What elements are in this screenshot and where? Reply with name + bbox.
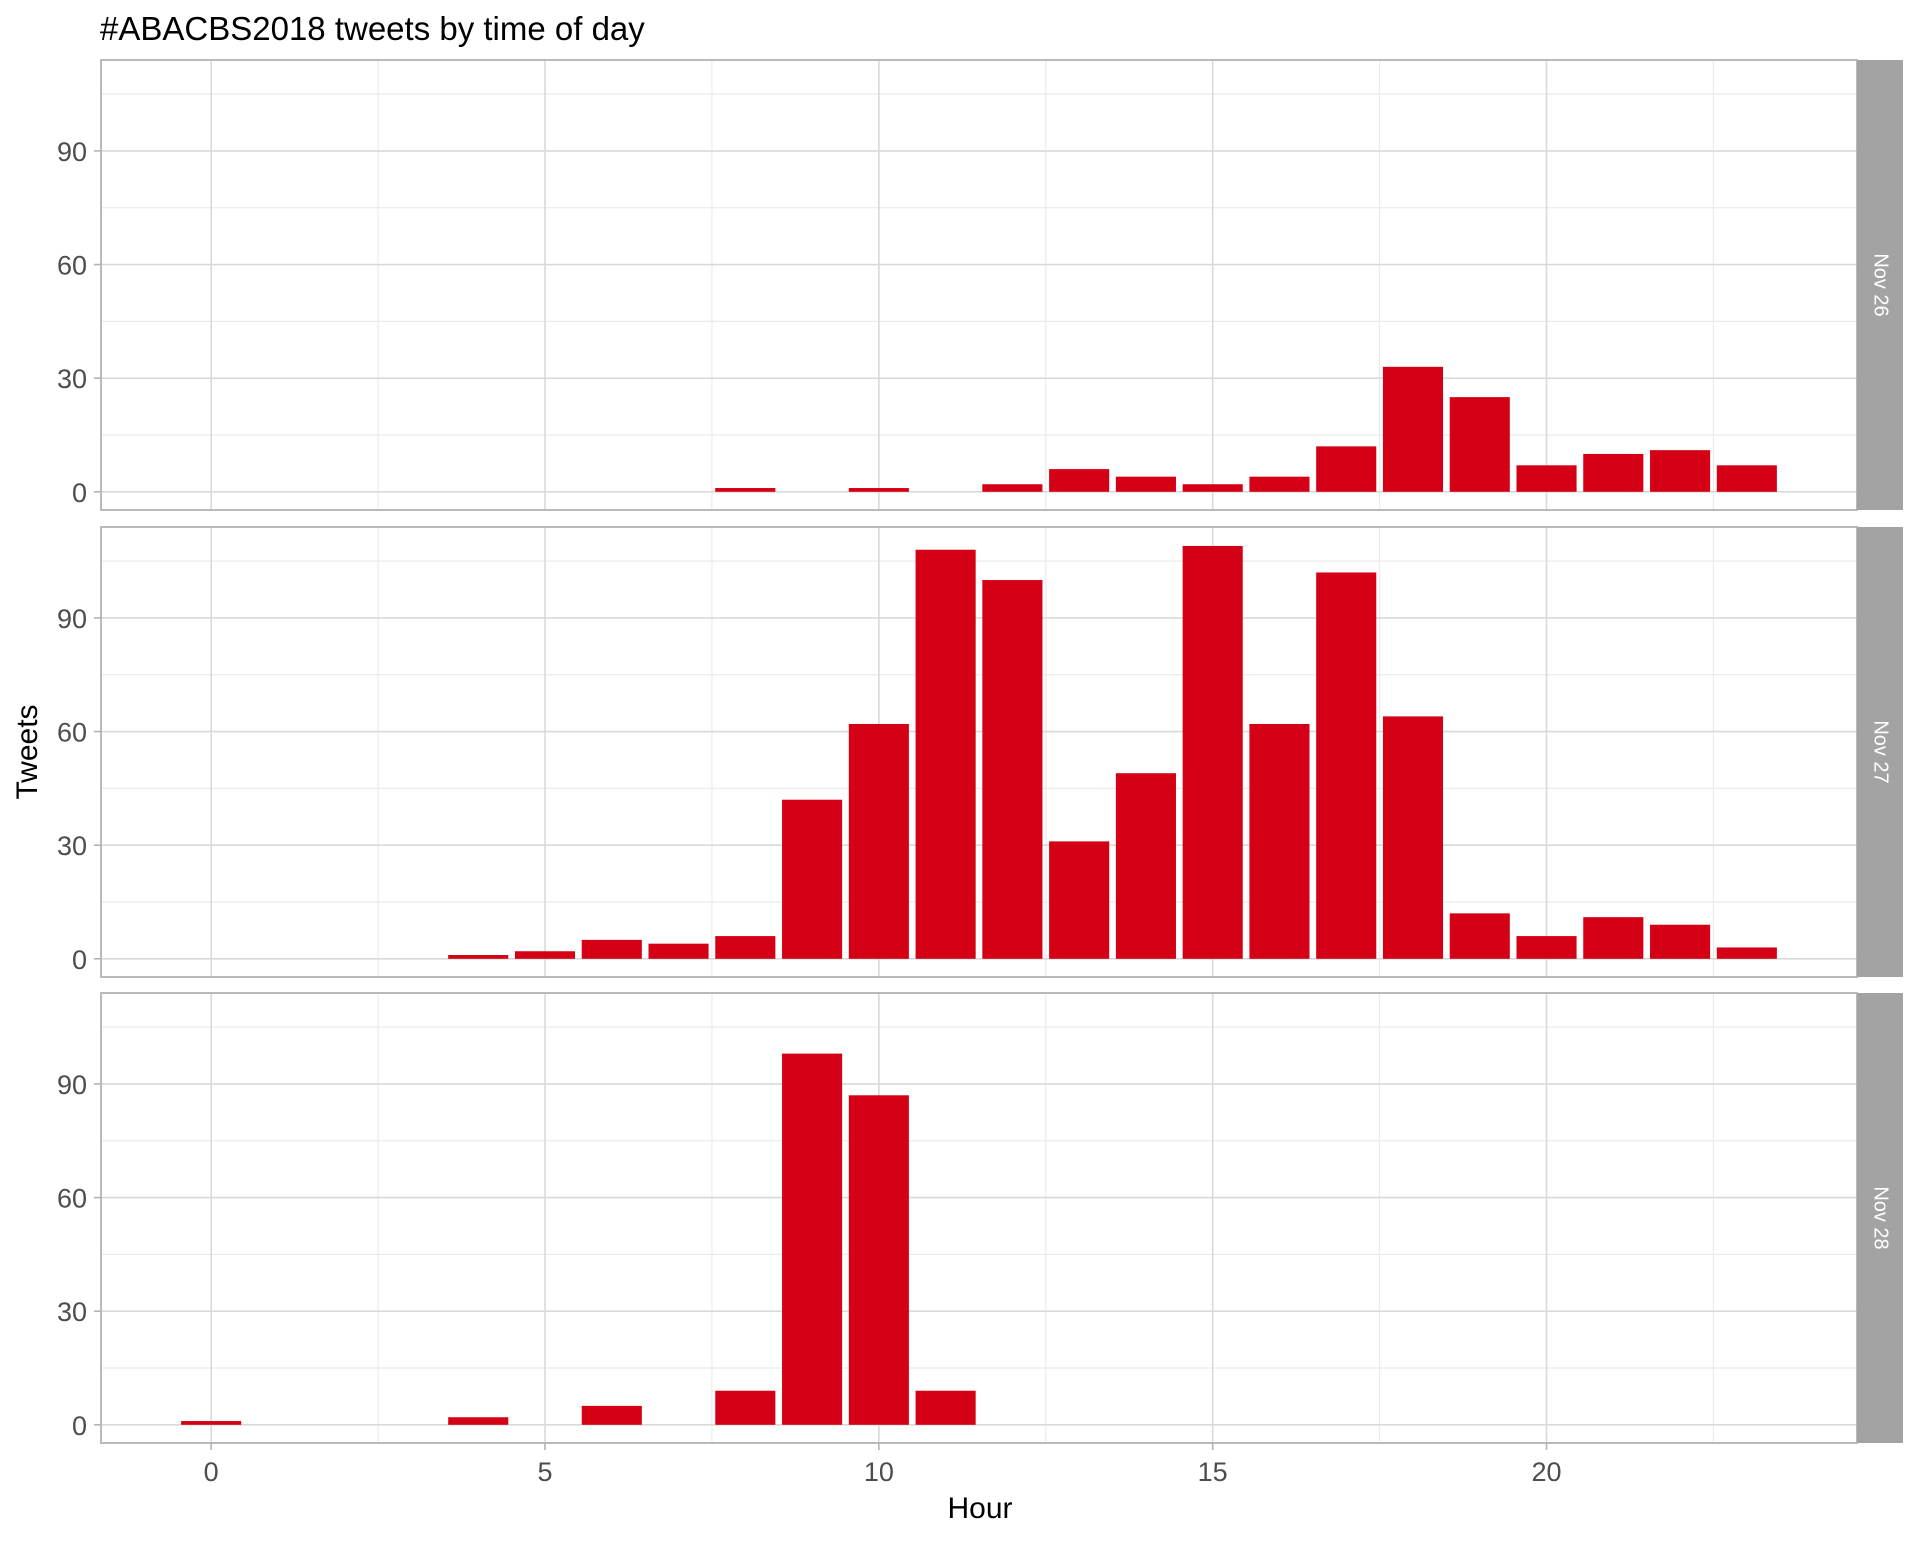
bar (715, 488, 776, 492)
bar (715, 1390, 776, 1425)
bar (1583, 453, 1644, 492)
facet-panel: 0 30 60 90 Nov 26 (57, 59, 1903, 511)
bar (1115, 773, 1176, 959)
bar (581, 1405, 642, 1425)
bar (181, 1421, 242, 1425)
bar (448, 1417, 509, 1425)
y-tick-label: 30 (57, 1297, 87, 1327)
bar (1650, 450, 1711, 492)
x-tick-label: 20 (1532, 1457, 1562, 1487)
y-tick-label: 90 (57, 1070, 87, 1100)
bar (1716, 465, 1777, 492)
y-tick-label: 0 (72, 945, 87, 975)
bar (1516, 465, 1577, 492)
bar (1382, 716, 1444, 959)
y-tick-label: 30 (57, 831, 87, 861)
x-tick-label: 10 (864, 1457, 894, 1487)
bar (1249, 476, 1310, 492)
bar (782, 1053, 843, 1425)
bar (848, 723, 909, 959)
y-tick-label: 30 (57, 364, 87, 394)
bar (848, 488, 909, 492)
x-axis-label: Hour (947, 1492, 1012, 1525)
facet-panel: 0 30 60 90 Nov 27 (57, 526, 1903, 978)
x-tick-label: 0 (204, 1457, 219, 1487)
bar (1049, 841, 1110, 959)
facet-panel: 0 30 60 90 Nov 28 (57, 992, 1903, 1444)
bar (982, 580, 1043, 959)
bar (1382, 366, 1444, 492)
bar (848, 1095, 909, 1425)
bar (982, 484, 1043, 492)
x-tick-label: 15 (1198, 1457, 1228, 1487)
bar (581, 939, 642, 959)
bar (1316, 446, 1377, 492)
facet-strip (1857, 527, 1903, 977)
bar (915, 549, 976, 959)
bar (1583, 917, 1644, 959)
y-tick-label: 60 (57, 251, 87, 281)
x-axis-ticks: 0 5 10 15 20 (204, 1443, 1562, 1487)
y-tick-label: 90 (57, 604, 87, 634)
facet-strip-label: Nov 28 (1870, 1186, 1892, 1249)
y-tick-label: 0 (72, 1411, 87, 1441)
y-tick-label: 0 (72, 478, 87, 508)
bar (648, 943, 709, 959)
bar (1049, 469, 1110, 492)
bar (448, 955, 509, 959)
y-axis-label: Tweets (11, 704, 44, 799)
x-tick-label: 5 (537, 1457, 552, 1487)
facet-strip (1857, 60, 1903, 510)
bar (782, 799, 843, 959)
bar (1516, 936, 1577, 959)
facet-panels: 0 30 60 90 Nov 26 0 30 60 90 Nov 27 0 30 60 90 Nov 28 (57, 59, 1903, 1444)
bar (514, 951, 576, 959)
bar (715, 936, 776, 959)
facet-strip-label: Nov 27 (1870, 720, 1892, 783)
bar (915, 1390, 976, 1425)
bar (1115, 476, 1176, 492)
bar (1449, 397, 1510, 492)
bar (1182, 545, 1243, 959)
facet-strip-label: Nov 26 (1870, 253, 1892, 316)
y-tick-label: 60 (57, 718, 87, 748)
bar (1716, 947, 1777, 959)
bar (1650, 924, 1711, 959)
bar (1182, 484, 1243, 492)
bar (1249, 723, 1310, 959)
y-tick-label: 90 (57, 137, 87, 167)
chart-title: #ABACBS2018 tweets by time of day (100, 10, 645, 47)
y-tick-label: 60 (57, 1184, 87, 1214)
bar (1449, 913, 1510, 959)
facet-strip (1857, 993, 1903, 1443)
bar (1316, 572, 1377, 959)
